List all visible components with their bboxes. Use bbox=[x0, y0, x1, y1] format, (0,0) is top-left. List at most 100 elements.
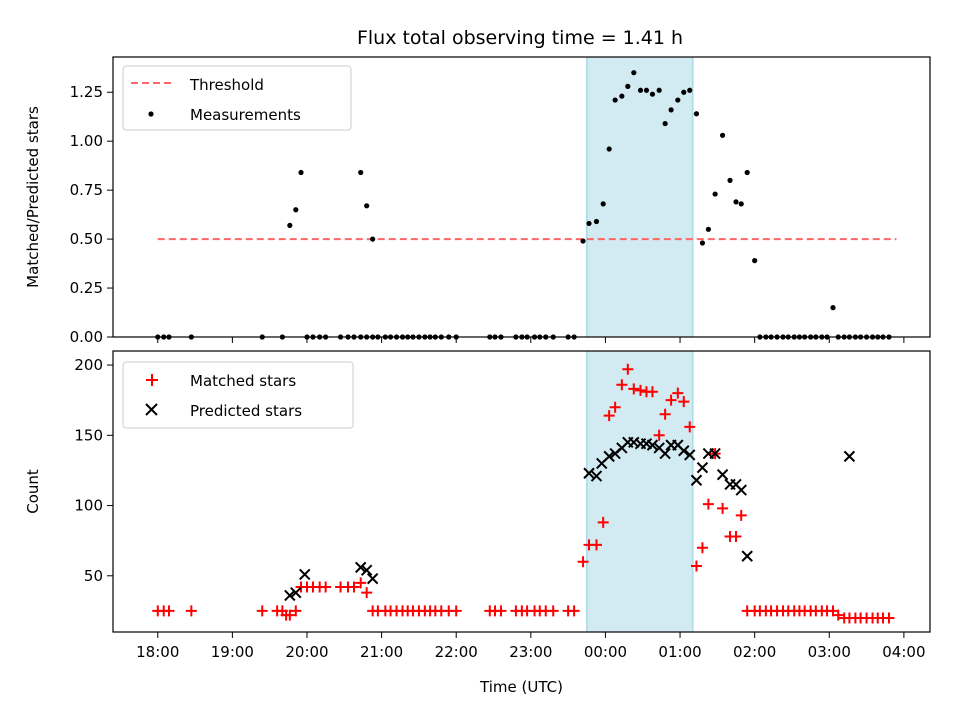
shaded-interval bbox=[586, 57, 693, 337]
matched-star-point bbox=[355, 577, 367, 589]
chart-title: Flux total observing time = 1.41 h bbox=[357, 27, 683, 49]
matched-star-point bbox=[590, 539, 602, 551]
matched-star-point bbox=[547, 605, 559, 617]
x-axis bbox=[157, 337, 905, 343]
measurement-point bbox=[358, 169, 364, 176]
x-axis: 18:00 19:00 20:00 21:00 22:00 23:00 00:00 01:00… bbox=[136, 632, 926, 661]
matched-star-point bbox=[735, 509, 747, 521]
matched-star-point bbox=[256, 605, 268, 617]
x-tick-label: 00:00 bbox=[584, 643, 627, 661]
measurement-point bbox=[662, 120, 668, 127]
measurement-point bbox=[298, 169, 304, 176]
matched-star-point bbox=[702, 498, 714, 510]
y-tick-label: 100 bbox=[74, 497, 103, 515]
predicted-star-point bbox=[716, 468, 729, 481]
predicted-star-point bbox=[366, 572, 379, 585]
y-tick-label: 1.00 bbox=[70, 132, 103, 150]
matched-star-point bbox=[495, 605, 507, 617]
matched-star-point bbox=[883, 612, 895, 624]
measurement-point bbox=[625, 83, 631, 89]
measurement-point bbox=[830, 305, 836, 311]
matched-star-point bbox=[696, 542, 708, 554]
measurement-point bbox=[712, 191, 718, 197]
y-tick-label: 0.00 bbox=[70, 328, 103, 346]
measurement-point bbox=[619, 93, 625, 99]
x-tick-label: 03:00 bbox=[808, 643, 851, 661]
plot-frame bbox=[112, 56, 931, 338]
measurement-point bbox=[612, 97, 618, 103]
x-tick-label: 19:00 bbox=[211, 643, 254, 661]
matched-star-point bbox=[320, 581, 332, 593]
measurement-point bbox=[693, 111, 700, 117]
matched-star-point bbox=[678, 396, 690, 408]
measurement-point bbox=[733, 199, 739, 205]
measurement-point bbox=[699, 240, 706, 246]
matched-star-point bbox=[450, 605, 462, 617]
predicted-star-point bbox=[355, 561, 367, 574]
measurement-point bbox=[687, 87, 693, 93]
legend-matched-label: Matched stars bbox=[190, 372, 296, 390]
predicted-star-point bbox=[603, 450, 615, 463]
shaded-interval bbox=[586, 351, 693, 632]
measurement-point bbox=[649, 91, 656, 97]
predicted-star-point bbox=[709, 447, 721, 460]
measurement-point bbox=[681, 89, 687, 95]
matched-star-point bbox=[717, 502, 729, 514]
y-tick-label: 0.75 bbox=[70, 181, 103, 199]
matched-star-point bbox=[635, 384, 647, 396]
matched-star-point bbox=[665, 394, 677, 406]
matched-star-point bbox=[672, 387, 684, 399]
matched-star-point bbox=[659, 408, 671, 420]
measurement-point bbox=[586, 220, 592, 227]
predicted-star-point bbox=[684, 449, 696, 461]
y-tick-label: 0.50 bbox=[70, 230, 103, 248]
y-tick-label: 50 bbox=[84, 567, 103, 585]
measurement-point bbox=[719, 132, 726, 138]
measurement-point bbox=[293, 207, 299, 213]
count-panel: 50 100 150 200 18:00 19:00 20:00 21:00 22:00 23:… bbox=[24, 350, 931, 696]
x-tick-label: 20:00 bbox=[285, 643, 328, 661]
matched-star-point bbox=[646, 386, 658, 398]
matched-star-point bbox=[616, 379, 628, 391]
legend: Matched stars Predicted stars bbox=[122, 361, 354, 429]
y-axis: 0.00 0.25 0.50 0.75 1.00 1.25 bbox=[70, 83, 113, 346]
matched-star-point bbox=[730, 530, 742, 542]
matched-star-point bbox=[361, 587, 373, 599]
measurement-point bbox=[675, 97, 681, 103]
y-tick-label: 1.25 bbox=[70, 83, 103, 101]
measurement-point bbox=[370, 236, 376, 242]
y-axis-label: Count bbox=[24, 469, 42, 514]
legend-predicted-label: Predicted stars bbox=[190, 402, 302, 420]
matched-star-point bbox=[690, 560, 702, 572]
y-tick-label: 150 bbox=[74, 426, 103, 444]
predicted-star-point bbox=[360, 564, 373, 576]
x-axis-label: Time (UTC) bbox=[479, 678, 563, 696]
predicted-star-point bbox=[299, 568, 311, 581]
y-axis-label: Matched/Predicted stars bbox=[24, 106, 42, 288]
legend-box bbox=[122, 65, 352, 131]
measurement-point bbox=[364, 203, 370, 209]
matched-star-point bbox=[577, 556, 589, 568]
measurement-point bbox=[593, 218, 600, 225]
legend: Threshold Measurements bbox=[122, 65, 352, 131]
matched-star-point bbox=[628, 383, 640, 395]
legend-predicted-swatch bbox=[145, 403, 158, 416]
predicted-star-point bbox=[696, 461, 709, 474]
y-tick-label: 200 bbox=[74, 356, 103, 374]
x-tick-label: 21:00 bbox=[360, 643, 403, 661]
measurement-point bbox=[600, 201, 606, 207]
count-marks bbox=[152, 351, 895, 632]
predicted-star-point bbox=[646, 439, 659, 451]
matched-star-point bbox=[163, 605, 175, 617]
legend-matched-swatch bbox=[146, 374, 158, 386]
legend-threshold-label: Threshold bbox=[189, 76, 264, 94]
measurement-point bbox=[752, 258, 758, 264]
plot-frame bbox=[112, 350, 931, 633]
measurement-point bbox=[637, 87, 644, 93]
measurement-point bbox=[668, 107, 674, 113]
predicted-star-point bbox=[659, 447, 671, 460]
ratio-panel: 0.00 0.25 0.50 0.75 1.00 1.25 Matched/Predict… bbox=[24, 56, 931, 346]
predicted-star-point bbox=[290, 586, 302, 599]
measurement-point bbox=[656, 87, 662, 93]
